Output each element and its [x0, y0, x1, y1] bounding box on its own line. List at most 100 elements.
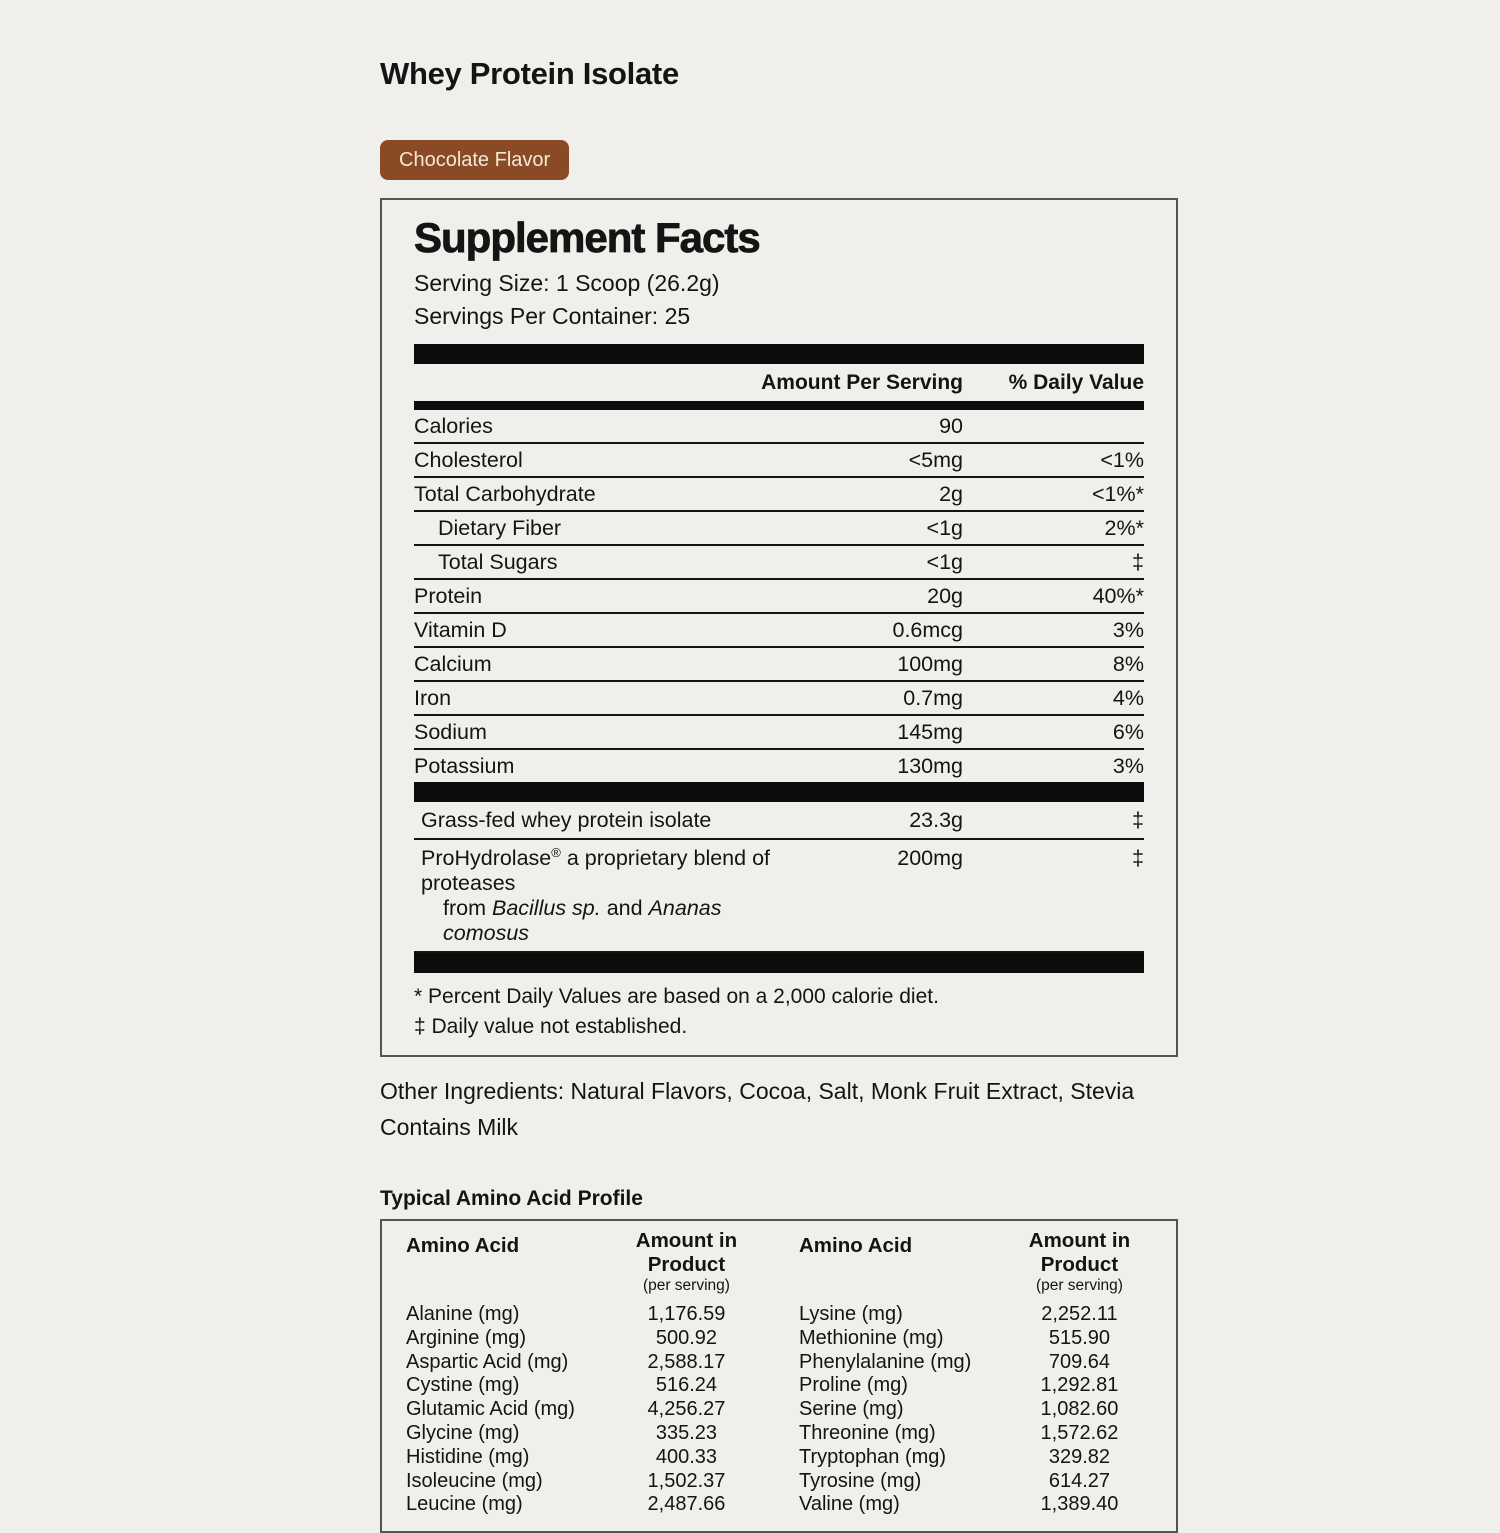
nutrient-row: Calories 90: [414, 410, 1144, 445]
amino-header-left: Amino Acid Amount in Product (per serving…: [406, 1229, 775, 1295]
nutrient-label: Vitamin D: [414, 618, 507, 643]
nutrient-daily-value: 3%: [1112, 754, 1144, 779]
ingredient-amount: 200mg: [897, 846, 963, 871]
amino-name: Serine (mg): [799, 1398, 904, 1421]
nutrient-row: Vitamin D 0.6mcg 3%: [414, 614, 1144, 649]
amino-row: Isoleucine (mg) 1,502.37: [406, 1470, 775, 1494]
nutrient-amount: 2g: [939, 482, 963, 507]
nutrient-amount: 90: [939, 414, 963, 439]
nutrient-daily-value: [963, 414, 1144, 439]
nutrient-row: Total Carbohydrate 2g <1%*: [414, 478, 1144, 513]
flavor-badge[interactable]: Chocolate Flavor: [380, 140, 570, 180]
amino-row: Serine (mg) 1,082.60: [799, 1398, 1168, 1422]
amino-name: Glutamic Acid (mg): [406, 1398, 575, 1421]
amino-row: Tryptophan (mg) 329.82: [799, 1446, 1168, 1470]
amino-name: Cystine (mg): [406, 1374, 520, 1397]
amino-name: Glycine (mg): [406, 1422, 520, 1445]
registered-trademark-symbol: ®: [551, 844, 561, 860]
amount-column-header: Amount in Product (per serving): [991, 1229, 1168, 1295]
amino-row: Glutamic Acid (mg) 4,256.27: [406, 1398, 775, 1422]
ingredient-row-prohydrolase: ProHydrolase® a proprietary blend of pro…: [414, 840, 1144, 954]
amino-value: 709.64: [1048, 1350, 1111, 1373]
amino-row: Leucine (mg) 2,487.66: [406, 1493, 775, 1517]
amino-rows-left: Alanine (mg) 1,176.59 Arginine (mg) 500.92 A…: [406, 1303, 775, 1517]
product-label-content: Whey Protein Isolate Chocolate Flavor Su…: [380, 56, 1178, 1533]
amino-row: Aspartic Acid (mg) 2,588.17: [406, 1351, 775, 1375]
footnote-daily-values: * Percent Daily Values are based on a 2,…: [414, 985, 939, 1009]
servings-per-container: Servings Per Container: 25: [414, 303, 691, 330]
nutrient-row: Iron 0.7mg 4%: [414, 682, 1144, 717]
amino-name: Valine (mg): [799, 1493, 900, 1516]
amino-value: 2,252.11: [1041, 1303, 1118, 1326]
nutrient-row: Total Sugars <1g ‡: [414, 546, 1144, 581]
nutrient-row: Sodium 145mg 6%: [414, 716, 1144, 751]
amino-value: 1,389.40: [1040, 1493, 1119, 1516]
column-header-daily-value: % Daily Value: [1008, 371, 1144, 395]
nutrient-amount: 20g: [927, 584, 963, 609]
footnotes: * Percent Daily Values are based on a 2,…: [414, 982, 1144, 1042]
amino-value: 614.27: [1048, 1469, 1111, 1492]
nutrient-daily-value: 2%*: [1104, 516, 1144, 541]
amino-value: 2,487.66: [647, 1493, 726, 1516]
nutrient-row: Cholesterol <5mg <1%: [414, 444, 1144, 479]
amino-value: 4,256.27: [647, 1398, 726, 1421]
ingredient-amount: 23.3g: [909, 808, 963, 833]
ingredient-row-grassfed: Grass-fed whey protein isolate 23.3g ‡: [414, 802, 1144, 841]
nutrient-daily-value: 6%: [1112, 720, 1144, 745]
divider-bar-thick: [414, 953, 1144, 974]
amino-value: 516.24: [655, 1374, 718, 1397]
prohydrolase-line1: ProHydrolase® a proprietary blend of pro…: [421, 844, 770, 896]
nutrient-label: Cholesterol: [414, 448, 523, 473]
amino-value: 2,588.17: [647, 1350, 726, 1373]
amino-value: 1,572.62: [1040, 1422, 1119, 1445]
amino-name: Threonine (mg): [799, 1422, 936, 1445]
amino-value: 1,502.37: [647, 1469, 726, 1492]
divider-bar-thin: [414, 401, 1144, 411]
contains-milk-line: Contains Milk: [380, 1114, 519, 1141]
nutrient-row: Protein 20g 40%*: [414, 580, 1144, 615]
amino-value: 329.82: [1048, 1445, 1111, 1468]
amino-name: Lysine (mg): [799, 1303, 903, 1326]
amino-value: 515.90: [1048, 1326, 1111, 1349]
nutrient-label: Total Sugars: [438, 550, 558, 575]
nutrient-daily-value: 3%: [1112, 618, 1144, 643]
amino-name: Tryptophan (mg): [799, 1445, 947, 1468]
nutrient-label: Calcium: [414, 652, 492, 677]
amino-row: Valine (mg) 1,389.40: [799, 1493, 1168, 1517]
nutrient-daily-value: <1%: [1100, 448, 1144, 473]
amino-column-right: Amino Acid Amount in Product (per serving…: [775, 1229, 1168, 1517]
amount-column-header: Amount in Product (per serving): [598, 1229, 775, 1295]
amino-value: 1,176.59: [647, 1303, 726, 1326]
divider-bar-thick: [414, 344, 1144, 365]
nutrient-label: Total Carbohydrate: [414, 482, 596, 507]
nutrient-label: Potassium: [414, 754, 515, 779]
per-serving-subheader: (per serving): [1035, 1277, 1123, 1295]
nutrient-amount: 145mg: [897, 720, 963, 745]
nutrient-amount: <5mg: [908, 448, 963, 473]
other-ingredients-line1: Other Ingredients: Natural Flavors, Coco…: [380, 1078, 1135, 1105]
nutrient-amount: 100mg: [897, 652, 963, 677]
amino-row: Threonine (mg) 1,572.62: [799, 1422, 1168, 1446]
amino-name: Arginine (mg): [406, 1326, 527, 1349]
nutrient-daily-value: ‡: [1132, 550, 1144, 575]
nutrition-rows: Calories 90 Cholesterol <5mg <1% Total Carboh…: [414, 410, 1144, 782]
nutrient-amount: <1g: [926, 516, 963, 541]
amino-row: Lysine (mg) 2,252.11: [799, 1303, 1168, 1327]
amino-row: Methionine (mg) 515.90: [799, 1327, 1168, 1351]
amino-row: Histidine (mg) 400.33: [406, 1446, 775, 1470]
amino-row: Tyrosine (mg) 614.27: [799, 1470, 1168, 1494]
ingredient-label: ProHydrolase® a proprietary blend of pro…: [414, 846, 798, 946]
serving-size: Serving Size: 1 Scoop (26.2g): [414, 270, 720, 297]
amino-name: Proline (mg): [799, 1374, 908, 1397]
amino-column-left: Amino Acid Amount in Product (per serving…: [382, 1229, 775, 1517]
nutrient-amount: 0.7mg: [903, 686, 963, 711]
amino-value: 335.23: [655, 1422, 718, 1445]
amino-name: Methionine (mg): [799, 1326, 944, 1349]
column-header-amount: Amount Per Serving: [761, 371, 963, 395]
nutrient-row: Potassium 130mg 3%: [414, 750, 1144, 782]
amino-header-right: Amino Acid Amount in Product (per serving…: [799, 1229, 1168, 1295]
amino-row: Glycine (mg) 335.23: [406, 1422, 775, 1446]
supplement-facts-heading: Supplement Facts: [414, 214, 762, 261]
amino-name: Tyrosine (mg): [799, 1469, 922, 1492]
amino-acid-column-header: Amino Acid: [799, 1234, 913, 1258]
